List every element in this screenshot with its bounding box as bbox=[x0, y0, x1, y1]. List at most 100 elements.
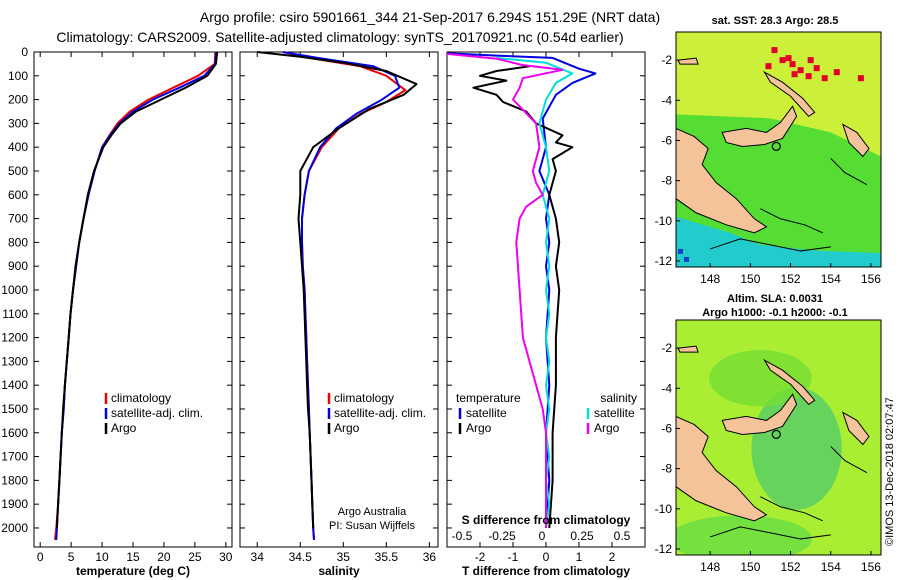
map-frame bbox=[675, 319, 882, 556]
s-difference-axis-label: S difference from climatology bbox=[462, 513, 631, 527]
x-tick-label: 15 bbox=[126, 550, 140, 564]
legend-label: Argo bbox=[466, 421, 492, 435]
contour-line bbox=[710, 526, 831, 540]
series-line-salinity-argo bbox=[446, 52, 564, 528]
title-line-2: Climatology: CARS2009. Satellite-adjuste… bbox=[56, 29, 623, 45]
warm-pixel bbox=[807, 57, 814, 64]
x-tick-label: 34 bbox=[251, 550, 265, 564]
x-tick-label: 2 bbox=[609, 550, 616, 564]
warm-pixel bbox=[805, 73, 812, 80]
x-tick-label: 0 bbox=[543, 550, 550, 564]
depth-tick-label: 1500 bbox=[1, 402, 28, 416]
credit-line-2: PI: Susan Wijffels bbox=[329, 520, 415, 532]
map-lat-label: -2 bbox=[661, 53, 672, 67]
temperature-plot-frame bbox=[33, 51, 233, 548]
series-line-satellite-adj-clim- bbox=[282, 51, 401, 540]
x-tick-label: 1 bbox=[576, 550, 583, 564]
argo-float-marker bbox=[771, 141, 781, 151]
depth-tick-label: 100 bbox=[8, 69, 28, 83]
contour-line bbox=[760, 208, 823, 234]
map-lon-label: 148 bbox=[700, 272, 720, 286]
difference-panel: -2 -1 0 1 2 -0.5 -0.25 0 0.25 0.5 temperature sali… bbox=[446, 51, 646, 578]
warm-pixel bbox=[791, 71, 798, 78]
contour-line bbox=[710, 238, 831, 252]
map-lon-label: 156 bbox=[861, 560, 881, 574]
depth-tick-label: 1100 bbox=[2, 307, 28, 321]
top-x-tick-label: -0.25 bbox=[488, 529, 516, 543]
title-line-1: Argo profile: csiro 5901661_344 21-Sep-2… bbox=[200, 9, 660, 25]
map-lon-label: 150 bbox=[740, 272, 760, 286]
temperature-lines bbox=[54, 51, 219, 541]
x-tick-label: 0 bbox=[37, 550, 44, 564]
difference-legend: temperature salinitysatelliteArgosatellit… bbox=[456, 391, 637, 435]
legend-label: Argo bbox=[594, 421, 620, 435]
warm-pixel bbox=[789, 61, 796, 68]
map-lat-label: -12 bbox=[655, 542, 673, 556]
map-lon-label: 156 bbox=[861, 272, 881, 286]
sla-map-title-2: Argo h1000: -0.1 h2000: -0.1 bbox=[702, 307, 848, 319]
depth-tick-label: 800 bbox=[8, 235, 28, 249]
salinity-panel: 34 34.5 35 35.5 36 climatologysatellite-adj.… bbox=[239, 51, 439, 578]
land-polygon bbox=[677, 345, 699, 353]
sea-coral-field bbox=[676, 216, 881, 267]
land-polygon bbox=[677, 57, 699, 65]
map-lat-label: -4 bbox=[661, 381, 672, 395]
sla-anomaly bbox=[676, 515, 813, 555]
depth-tick-label: 200 bbox=[8, 93, 28, 107]
depth-tick-label: 1200 bbox=[1, 331, 28, 345]
legend-header-temperature: temperature bbox=[456, 391, 521, 405]
land-polygon bbox=[763, 358, 816, 406]
depth-tick-label: 700 bbox=[8, 212, 28, 226]
depth-tick-label: 300 bbox=[8, 116, 28, 130]
depth-tick-label: 500 bbox=[8, 164, 28, 178]
cold-pixel bbox=[678, 248, 684, 254]
warm-pixel bbox=[857, 75, 864, 82]
cold-pixel bbox=[684, 256, 690, 262]
x-tick-label: -2 bbox=[475, 550, 486, 564]
legend-label: satellite bbox=[594, 406, 635, 420]
series-line-salinity-satellite bbox=[496, 56, 574, 529]
series-line-argo bbox=[257, 51, 418, 529]
salinity-x-axis: 34 34.5 35 35.5 36 bbox=[251, 52, 436, 564]
warm-pixel bbox=[785, 55, 792, 62]
legend-label: Argo bbox=[334, 421, 360, 435]
depth-tick-label: 600 bbox=[8, 188, 28, 202]
map-lat-label: -12 bbox=[655, 254, 673, 268]
contour-line bbox=[760, 496, 823, 522]
warm-pixel bbox=[797, 67, 804, 74]
depth-axis: 0 100 200 300 400 500 600 700 800 900 1000 1100 1200… bbox=[1, 45, 645, 535]
land-polygon bbox=[841, 411, 870, 446]
depth-tick-label: 1700 bbox=[1, 450, 28, 464]
x-tick-label: 30 bbox=[219, 550, 233, 564]
x-tick-label: 34.5 bbox=[289, 550, 313, 564]
salinity-lines bbox=[257, 51, 418, 540]
map-lat-label: -8 bbox=[661, 174, 672, 188]
legend-label: satellite-adj. clim. bbox=[111, 406, 203, 420]
temperature-panel: 0100200300400500600700800900100011001200… bbox=[1, 45, 645, 578]
contour-line bbox=[830, 446, 868, 474]
land-polygon bbox=[676, 415, 768, 522]
warm-pixel bbox=[779, 57, 786, 64]
depth-tick-label: 1800 bbox=[1, 473, 28, 487]
contour-line bbox=[830, 158, 868, 186]
series-line-climatology bbox=[54, 51, 217, 541]
sla-map: 148 150 152 154 156 -2 -4 -6 -8 -10 -12 bbox=[655, 319, 882, 574]
map-lat-label: -10 bbox=[655, 214, 673, 228]
warm-pixel bbox=[821, 75, 828, 82]
map-frame bbox=[675, 31, 882, 268]
depth-tick-label: 1300 bbox=[1, 354, 28, 368]
map-lon-label: 148 bbox=[700, 560, 720, 574]
argo-float-marker bbox=[771, 429, 781, 439]
map-lat-label: -10 bbox=[655, 502, 673, 516]
series-line-temperature-argo bbox=[472, 65, 574, 529]
x-tick-label: 10 bbox=[95, 550, 109, 564]
depth-tick-label: 1900 bbox=[1, 497, 28, 511]
sla-map-title-1: Altim. SLA: 0.0031 bbox=[727, 293, 823, 305]
top-x-tick-label: 0.5 bbox=[614, 529, 631, 543]
difference-x-axis: -2 -1 0 1 2 -0.5 -0.25 0 0.25 0.5 bbox=[452, 52, 631, 564]
legend-label: satellite-adj. clim. bbox=[334, 406, 426, 420]
land-polygon bbox=[721, 105, 798, 147]
